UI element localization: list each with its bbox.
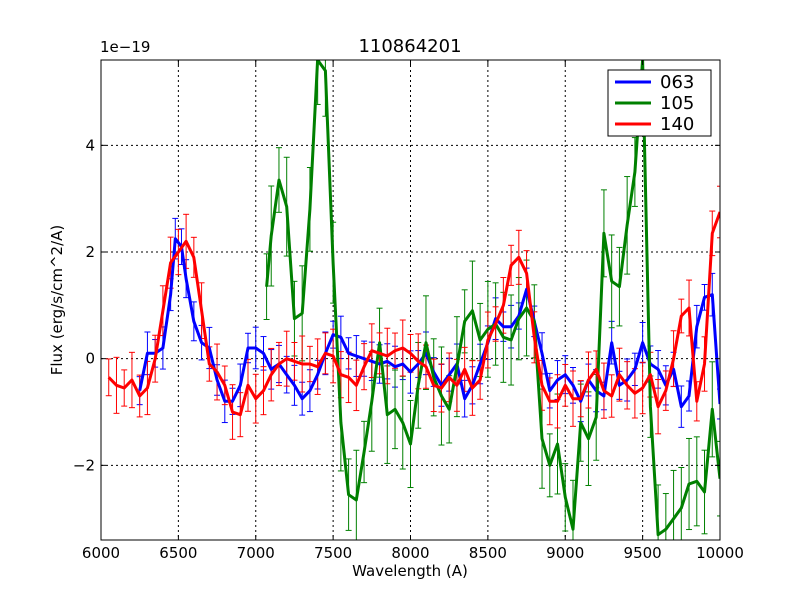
y-tick-label: 4 [85,136,95,154]
legend-label-140: 140 [660,114,694,135]
axis-tick-labels: 6000 6500 7000 7500 8000 8500 9000 9500 10000 −2 0… [73,136,744,562]
y-tick-label: 2 [85,243,95,261]
x-tick-label: 6000 [82,544,120,562]
chart-title: 110864201 [358,36,461,57]
legend-label-105: 105 [660,93,694,114]
axis-ticks [100,60,721,540]
x-tick-label: 8500 [469,544,507,562]
series-line-140 [107,211,720,417]
x-tick-label: 7000 [237,544,275,562]
y-tick-label: 0 [85,350,95,368]
y-tick-label: −2 [73,456,95,474]
y-scale-offset-label: 1e−19 [100,38,150,56]
x-tick-label: 7500 [314,544,352,562]
legend-label-063: 063 [660,72,694,93]
x-tick-label: 8000 [391,544,429,562]
x-axis-label: Wavelength (A) [352,562,468,580]
y-axis-label: Flux (erg/s/cm^2/A) [48,225,66,376]
x-tick-label: 10000 [696,544,744,562]
x-tick-label: 9500 [624,544,662,562]
x-tick-label: 9000 [546,544,584,562]
x-tick-label: 6500 [159,544,197,562]
